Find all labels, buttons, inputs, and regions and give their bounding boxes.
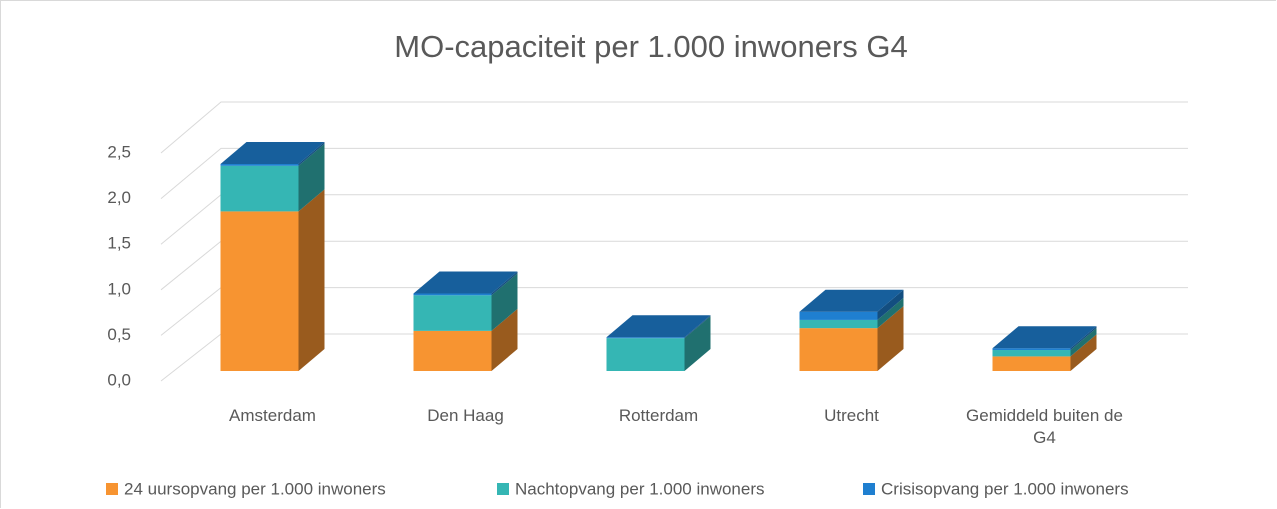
bar-segment	[220, 189, 325, 371]
bar-segment	[606, 316, 711, 371]
bar-side	[491, 273, 518, 331]
bar-front	[413, 295, 492, 331]
legend-label: 24 uursopvang per 1.000 inwoners	[124, 479, 386, 498]
bar-segment	[220, 141, 325, 166]
legend-swatch	[497, 483, 509, 495]
bar-side	[298, 143, 325, 212]
bar-side	[1070, 326, 1097, 351]
bar-segment	[992, 328, 1097, 357]
legend-swatch	[863, 483, 875, 495]
bar-segment	[220, 143, 325, 212]
bar-front	[606, 338, 685, 371]
y-tick-label: 0,0	[107, 370, 131, 389]
bar-segment	[799, 297, 904, 329]
bar-segment	[606, 315, 711, 339]
bar-segment	[992, 334, 1097, 371]
bar-front	[799, 311, 878, 320]
grid-line	[160, 101, 1188, 154]
x-tick-label: Gemiddeld buiten de G4	[966, 406, 1123, 447]
bar-front	[992, 350, 1071, 357]
bar-side	[491, 271, 518, 296]
bar-side	[877, 297, 904, 329]
y-tick-label: 1,0	[107, 279, 131, 298]
grid-line	[160, 147, 1188, 199]
y-tick-label: 0,5	[107, 325, 131, 344]
bar-front	[606, 337, 685, 339]
bar-top	[799, 289, 904, 312]
bar-segment	[992, 326, 1097, 351]
bar-segment	[799, 306, 904, 371]
bar-segment	[413, 271, 518, 296]
bar-front	[220, 211, 299, 371]
y-tick-label: 2,5	[107, 142, 131, 161]
bar-top	[992, 326, 1097, 349]
bar-front	[220, 163, 299, 166]
legend-label: Crisisopvang per 1.000 inwoners	[881, 479, 1129, 498]
bar-side	[877, 289, 904, 320]
bar-front	[413, 293, 492, 296]
bar-front	[992, 348, 1071, 351]
bar-side	[491, 308, 518, 371]
x-tick-label: Den Haag	[427, 406, 504, 425]
x-tick-label: Amsterdam	[229, 406, 316, 425]
legend-label: Nachtopvang per 1.000 inwoners	[515, 479, 765, 498]
bar-top	[220, 141, 325, 164]
bar-front	[220, 165, 299, 212]
bar-segment	[799, 289, 904, 320]
bar-front	[992, 356, 1071, 371]
bar-segment	[413, 273, 518, 331]
y-tick-label: 2,0	[107, 188, 131, 207]
bar-front	[413, 330, 492, 371]
bar-side	[298, 141, 325, 166]
legend-swatch	[106, 483, 118, 495]
bar-side	[1070, 334, 1097, 371]
bar-side	[877, 306, 904, 371]
y-tick-label: 1,5	[107, 234, 131, 253]
bar-side	[684, 316, 711, 371]
chart-title: MO-capaciteit per 1.000 inwoners G4	[394, 29, 907, 64]
bar-side	[1070, 328, 1097, 357]
bar-front	[799, 328, 878, 371]
bar-side	[684, 315, 711, 339]
bar-segment	[413, 308, 518, 371]
x-tick-label: Rotterdam	[618, 406, 699, 425]
x-tick-label: Utrecht	[824, 406, 879, 425]
bar-top	[413, 271, 518, 294]
bar-side	[298, 189, 325, 371]
bar-front	[799, 319, 878, 329]
bar-top	[606, 315, 711, 338]
